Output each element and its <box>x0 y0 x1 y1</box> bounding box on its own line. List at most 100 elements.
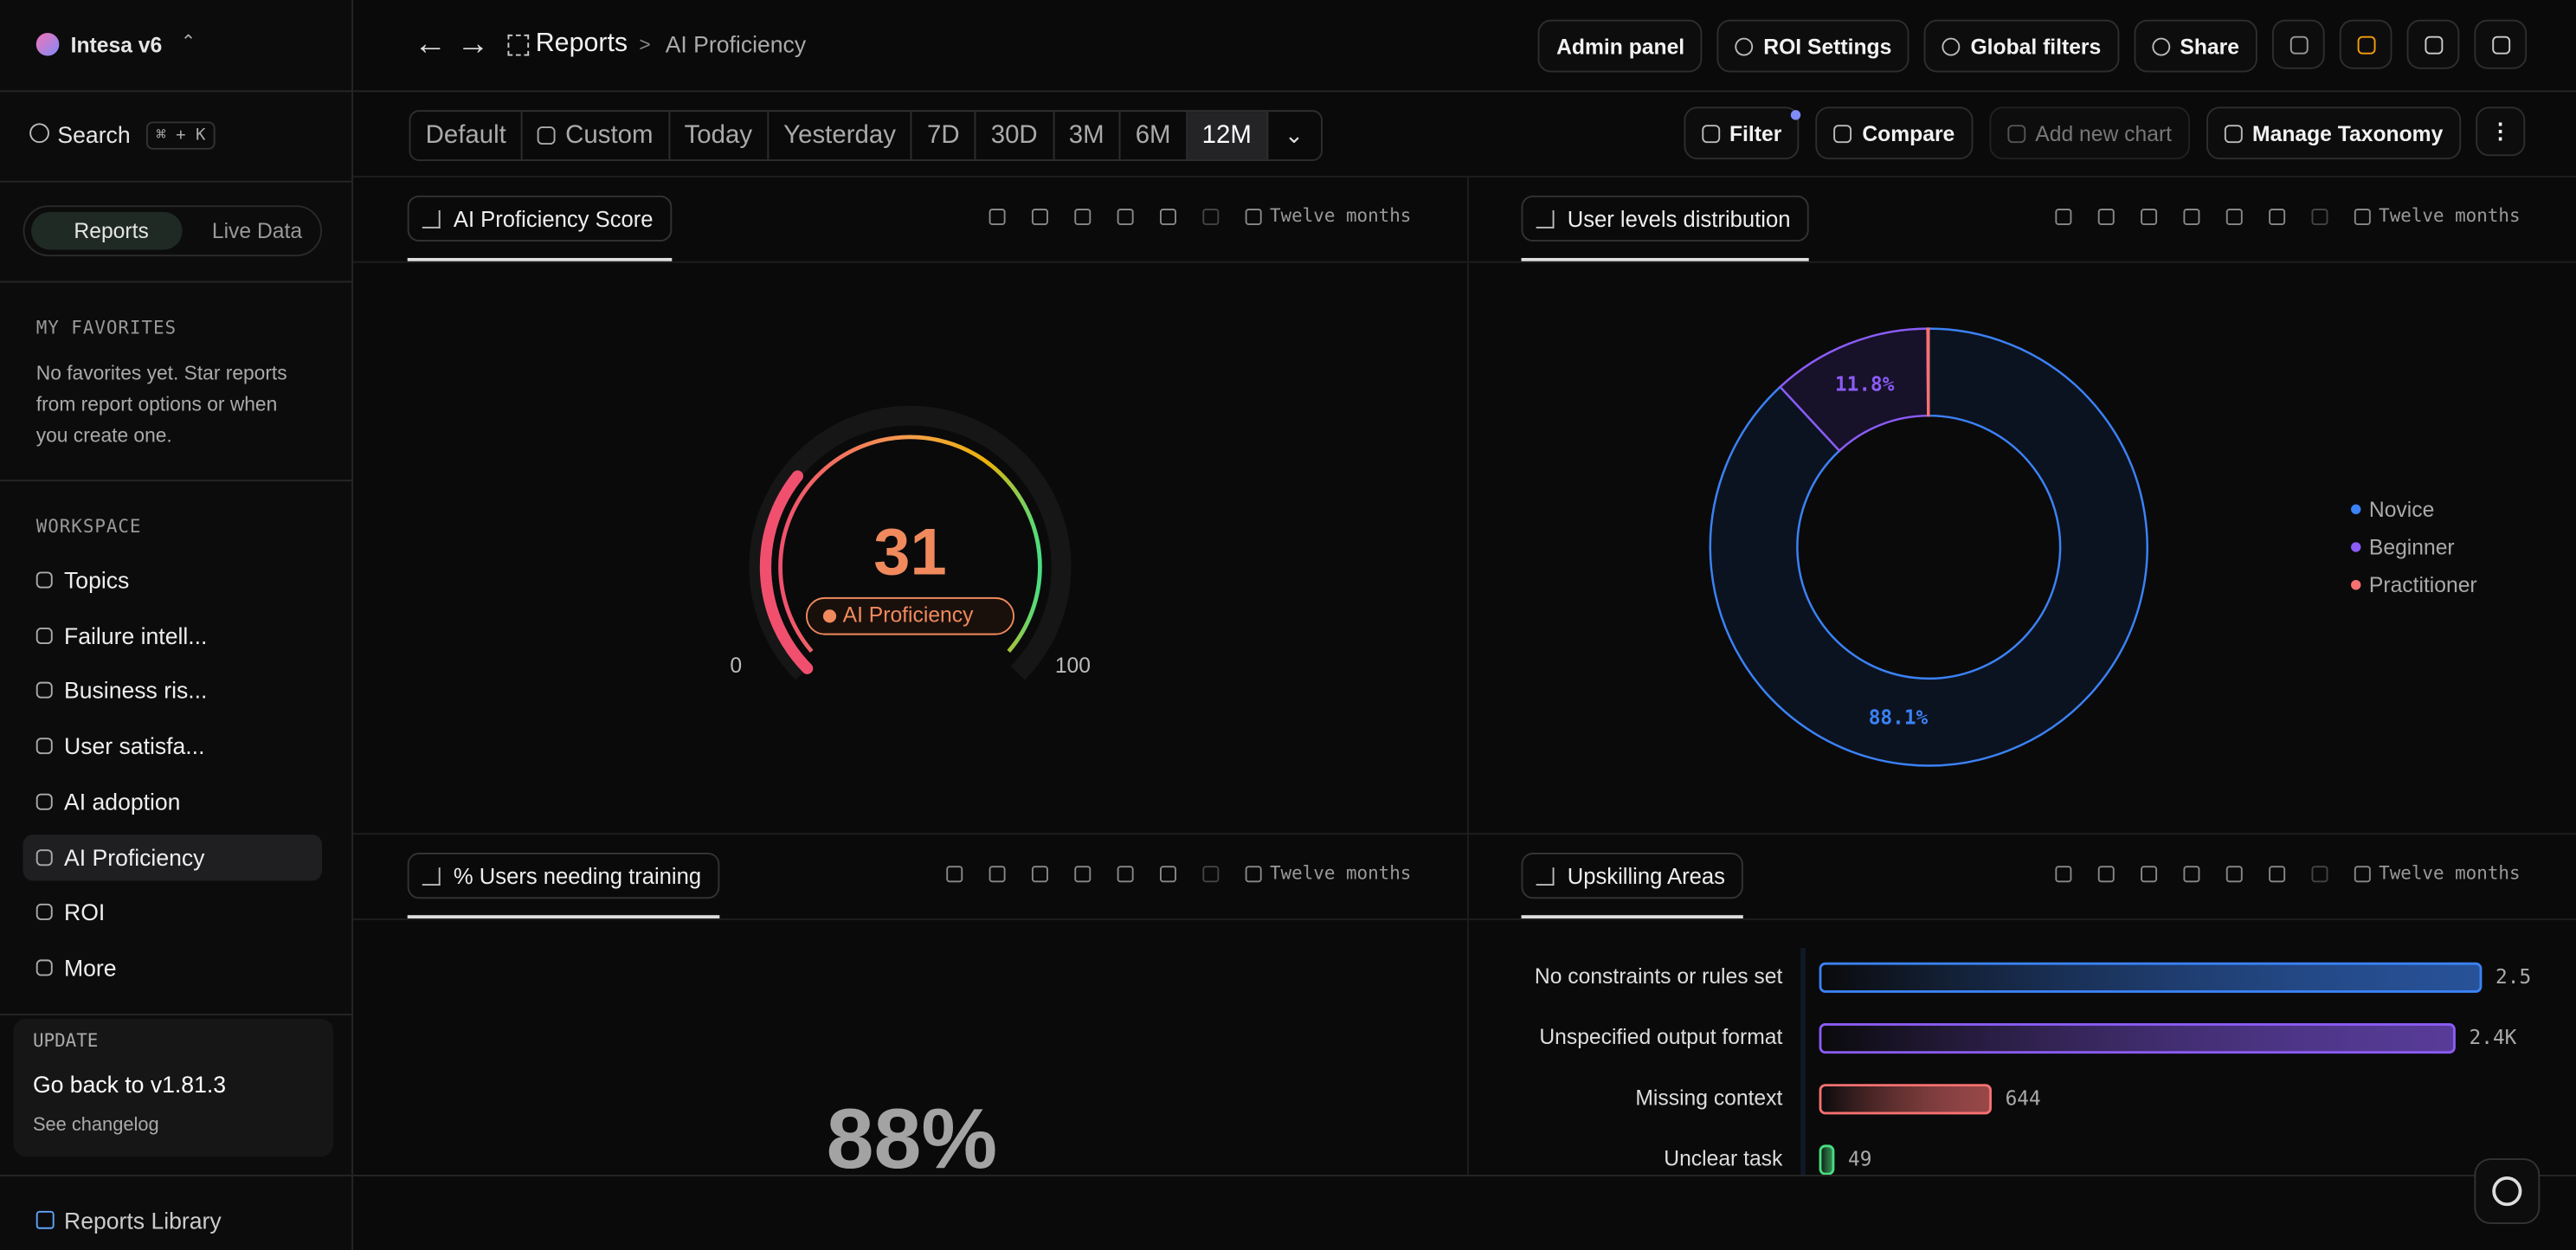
tool-icon[interactable] <box>1159 208 1176 225</box>
range-option[interactable]: 12M <box>1187 112 1268 160</box>
nav-icon <box>35 682 53 699</box>
nav-item[interactable]: More <box>23 944 322 990</box>
bar <box>1819 962 2483 993</box>
range-option[interactable]: Today <box>669 112 770 160</box>
panel-tab[interactable]: AI Proficiency Score <box>407 195 672 242</box>
range-label: Default <box>425 120 506 149</box>
nav-label: Business ris... <box>64 677 208 705</box>
header-button[interactable]: ROI Settings <box>1717 19 1910 73</box>
tool-icon[interactable] <box>989 208 1006 225</box>
update-title[interactable]: Go back to v1.81.3 <box>32 1071 227 1098</box>
more-menu[interactable]: ⋮ <box>2476 106 2526 157</box>
nav-item[interactable]: Business ris... <box>23 667 322 713</box>
tool-icon[interactable] <box>1031 208 1048 225</box>
update-card: UPDATE Go back to v1.81.3 See changelog <box>13 1018 334 1157</box>
tool-icon[interactable] <box>1074 865 1092 882</box>
help-icon <box>2492 1176 2522 1207</box>
header-button[interactable]: Global filters <box>1924 19 2120 73</box>
panel-tab[interactable]: % Users needing training <box>407 853 720 899</box>
nav-item[interactable]: User satisfa... <box>23 723 322 769</box>
button-icon <box>1834 124 1852 143</box>
icon-button[interactable] <box>2271 19 2325 69</box>
tool-icon[interactable] <box>1202 208 1220 225</box>
help-button[interactable] <box>2474 1158 2541 1225</box>
nav-icon <box>35 959 53 976</box>
tool-icon[interactable] <box>2268 865 2285 882</box>
tool-icon[interactable] <box>2183 208 2200 225</box>
tool-icon[interactable] <box>1202 865 1220 882</box>
range-option[interactable]: Custom <box>523 112 670 160</box>
icon-button[interactable] <box>2474 19 2528 69</box>
breadcrumb[interactable]: Reports <box>535 29 628 58</box>
tab[interactable]: Live Data <box>211 218 303 243</box>
tool-icon[interactable] <box>1117 208 1134 225</box>
legend-label: Practitioner <box>2369 574 2477 597</box>
toolbar-button[interactable]: Compare <box>1816 106 1974 160</box>
tool-icon[interactable] <box>2311 865 2328 882</box>
tool-icon[interactable] <box>2140 208 2157 225</box>
tool-icon[interactable] <box>2055 208 2072 225</box>
tab[interactable]: Reports <box>74 218 149 243</box>
range-option[interactable]: Default <box>411 112 523 160</box>
nav-item[interactable]: ROI <box>23 889 322 935</box>
reports-library[interactable]: Reports Library <box>64 1208 222 1234</box>
tool-icon[interactable] <box>1031 865 1048 882</box>
tool-icon[interactable] <box>2183 865 2200 882</box>
panel-tools: Twelve months <box>946 862 1411 884</box>
tool-icon[interactable] <box>2225 865 2243 882</box>
bar-value: 2.4K <box>2470 1027 2517 1049</box>
range-option[interactable]: 7D <box>912 112 976 160</box>
tool-icon[interactable] <box>2140 865 2157 882</box>
toolbar-button[interactable]: Add new chart <box>1989 106 2190 160</box>
tool-icon[interactable] <box>1074 208 1092 225</box>
nav-item[interactable]: Topics <box>23 557 322 602</box>
workspace-name[interactable]: Intesa v6 <box>70 32 163 58</box>
range-option[interactable]: 6M <box>1121 112 1188 160</box>
panel-tab[interactable]: Upskilling Areas <box>1521 853 1743 899</box>
header-button[interactable]: Admin panel <box>1538 19 1703 73</box>
period-label: Twelve months <box>1269 205 1412 227</box>
range-option[interactable]: 30D <box>976 112 1054 160</box>
period-label: Twelve months <box>2379 205 2521 227</box>
changelog-link[interactable]: See changelog <box>32 1115 159 1136</box>
calendar-icon <box>537 126 556 145</box>
nav-icon <box>35 904 53 921</box>
tool-icon[interactable] <box>1117 865 1134 882</box>
back[interactable]: ← <box>414 26 448 63</box>
tool-icon[interactable] <box>989 865 1006 882</box>
range-option[interactable]: 3M <box>1054 112 1121 160</box>
forward[interactable]: → <box>456 26 490 63</box>
tool-icon[interactable] <box>2055 865 2072 882</box>
panel-header: Upskilling Areas Twelve months <box>1466 833 2576 920</box>
toolbar-button[interactable]: Manage Taxonomy <box>2206 106 2462 160</box>
button-icon <box>1701 124 1720 143</box>
header-button[interactable]: Share <box>2134 19 2257 73</box>
tool-icon[interactable] <box>946 865 963 882</box>
tab-switch: Reports Live Data <box>23 205 323 257</box>
section-title[interactable]: MY FAVORITES <box>35 317 177 338</box>
button-label: Filter <box>1729 120 1782 145</box>
button-icon <box>2152 36 2170 55</box>
range-option[interactable]: Yesterday <box>769 112 912 160</box>
slice-label: 11.8% <box>1835 373 1895 396</box>
range-label: Custom <box>565 120 654 149</box>
period-label: Twelve months <box>1269 862 1412 885</box>
chart: 88.1% 11.8% Novice Beginner Practitioner <box>1709 327 2477 767</box>
search[interactable]: Search <box>57 121 131 148</box>
range-dropdown[interactable]: ⌄ <box>1284 121 1304 148</box>
panel-tab[interactable]: User levels distribution <box>1521 195 1809 242</box>
tool-icon[interactable] <box>2311 208 2328 225</box>
nav-item[interactable]: AI Proficiency <box>23 834 323 880</box>
section-title[interactable]: WORKSPACE <box>35 515 142 538</box>
icon-button[interactable] <box>2406 19 2460 69</box>
icon-button[interactable] <box>2339 19 2392 69</box>
toolbar-button[interactable]: Filter <box>1683 106 1800 160</box>
tool-icon[interactable] <box>2225 208 2243 225</box>
nav-item[interactable]: Failure intell... <box>23 612 322 658</box>
tool-icon[interactable] <box>2097 865 2115 882</box>
tool-icon[interactable] <box>1159 865 1176 882</box>
tool-icon[interactable] <box>2097 208 2115 225</box>
nav-item[interactable]: AI adoption <box>23 778 322 824</box>
switch-icon[interactable]: ⌃ <box>180 32 196 53</box>
tool-icon[interactable] <box>2268 208 2285 225</box>
